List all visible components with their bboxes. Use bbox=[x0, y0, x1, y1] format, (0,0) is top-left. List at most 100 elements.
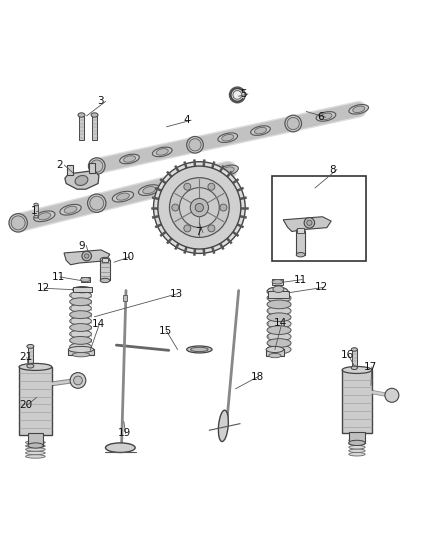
Ellipse shape bbox=[88, 158, 105, 174]
Bar bbox=[73, 287, 92, 292]
Bar bbox=[349, 432, 365, 443]
Ellipse shape bbox=[75, 175, 88, 185]
Ellipse shape bbox=[91, 113, 98, 117]
Bar bbox=[266, 350, 284, 356]
Text: 15: 15 bbox=[159, 326, 172, 336]
Ellipse shape bbox=[267, 319, 291, 328]
Text: 6: 6 bbox=[318, 112, 324, 122]
Circle shape bbox=[208, 225, 215, 232]
Ellipse shape bbox=[90, 196, 104, 210]
Text: 21: 21 bbox=[19, 352, 32, 362]
Ellipse shape bbox=[34, 203, 38, 206]
Ellipse shape bbox=[316, 111, 336, 121]
Ellipse shape bbox=[267, 345, 291, 354]
Text: 4: 4 bbox=[183, 115, 190, 125]
Ellipse shape bbox=[187, 136, 203, 153]
Ellipse shape bbox=[117, 193, 129, 200]
Ellipse shape bbox=[349, 439, 365, 442]
Text: 20: 20 bbox=[19, 400, 32, 410]
Bar bbox=[100, 260, 110, 280]
Circle shape bbox=[70, 373, 86, 389]
Circle shape bbox=[233, 91, 242, 99]
Ellipse shape bbox=[70, 324, 92, 332]
Ellipse shape bbox=[34, 215, 38, 218]
Circle shape bbox=[82, 251, 92, 261]
Circle shape bbox=[307, 220, 312, 225]
Ellipse shape bbox=[100, 257, 110, 262]
Ellipse shape bbox=[349, 449, 365, 453]
Ellipse shape bbox=[100, 278, 110, 282]
Bar bbox=[81, 277, 90, 282]
Ellipse shape bbox=[34, 211, 55, 222]
Text: 8: 8 bbox=[329, 165, 336, 175]
Ellipse shape bbox=[189, 139, 201, 151]
Circle shape bbox=[153, 161, 245, 253]
Ellipse shape bbox=[349, 446, 365, 449]
Ellipse shape bbox=[124, 156, 135, 162]
Text: 12: 12 bbox=[315, 282, 328, 293]
Ellipse shape bbox=[70, 330, 92, 338]
Ellipse shape bbox=[143, 187, 155, 193]
Bar bbox=[34, 205, 38, 217]
Ellipse shape bbox=[27, 364, 34, 368]
Circle shape bbox=[385, 389, 399, 402]
Text: 11: 11 bbox=[294, 274, 307, 285]
Ellipse shape bbox=[267, 332, 291, 341]
Ellipse shape bbox=[349, 440, 365, 446]
Ellipse shape bbox=[168, 176, 182, 190]
Bar bbox=[342, 370, 372, 433]
Bar bbox=[123, 295, 127, 302]
Ellipse shape bbox=[267, 294, 291, 302]
Bar bbox=[79, 116, 84, 140]
Circle shape bbox=[190, 198, 208, 217]
Ellipse shape bbox=[138, 185, 160, 196]
Ellipse shape bbox=[152, 147, 172, 157]
Ellipse shape bbox=[218, 133, 237, 142]
Ellipse shape bbox=[25, 441, 45, 444]
Ellipse shape bbox=[25, 451, 45, 455]
Ellipse shape bbox=[70, 336, 92, 344]
Ellipse shape bbox=[269, 353, 281, 358]
Ellipse shape bbox=[70, 343, 92, 351]
Ellipse shape bbox=[191, 172, 212, 182]
Ellipse shape bbox=[27, 344, 34, 349]
Text: 19: 19 bbox=[118, 429, 131, 438]
Ellipse shape bbox=[11, 216, 25, 230]
Ellipse shape bbox=[296, 229, 305, 233]
Bar bbox=[296, 231, 305, 255]
Bar bbox=[89, 164, 95, 173]
Ellipse shape bbox=[195, 173, 208, 181]
Circle shape bbox=[74, 376, 82, 385]
Text: 11: 11 bbox=[52, 272, 65, 282]
Ellipse shape bbox=[285, 115, 301, 132]
Ellipse shape bbox=[73, 287, 92, 293]
Ellipse shape bbox=[217, 165, 238, 176]
Ellipse shape bbox=[266, 346, 284, 352]
Ellipse shape bbox=[342, 367, 372, 374]
Circle shape bbox=[172, 204, 179, 211]
Ellipse shape bbox=[120, 154, 139, 164]
Ellipse shape bbox=[9, 214, 27, 232]
Bar bbox=[297, 228, 304, 233]
Circle shape bbox=[208, 183, 215, 190]
Circle shape bbox=[184, 183, 191, 190]
Ellipse shape bbox=[349, 104, 368, 114]
Text: 18: 18 bbox=[251, 372, 264, 382]
Bar bbox=[28, 346, 33, 366]
Circle shape bbox=[184, 225, 191, 232]
Ellipse shape bbox=[156, 149, 168, 155]
Ellipse shape bbox=[106, 443, 135, 453]
Ellipse shape bbox=[25, 448, 45, 451]
Ellipse shape bbox=[296, 253, 305, 257]
Ellipse shape bbox=[320, 113, 332, 120]
Ellipse shape bbox=[349, 453, 365, 456]
Polygon shape bbox=[65, 171, 99, 189]
Ellipse shape bbox=[267, 326, 291, 335]
Circle shape bbox=[170, 177, 229, 237]
Ellipse shape bbox=[91, 160, 103, 172]
Ellipse shape bbox=[267, 306, 291, 315]
Ellipse shape bbox=[267, 300, 291, 309]
Text: 3: 3 bbox=[98, 96, 104, 107]
Bar bbox=[272, 279, 283, 285]
Text: 13: 13 bbox=[170, 288, 184, 298]
